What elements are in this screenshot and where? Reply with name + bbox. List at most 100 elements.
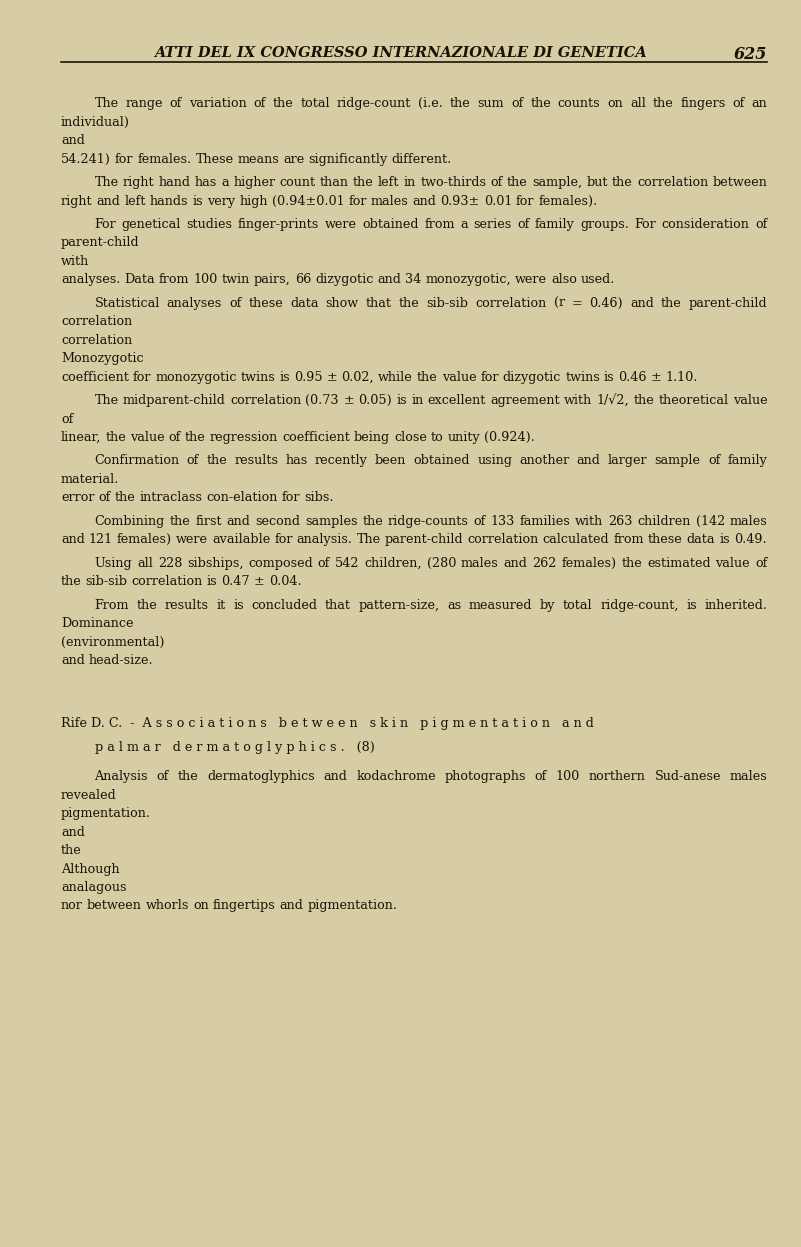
Text: 133: 133 xyxy=(491,515,515,527)
Text: males: males xyxy=(730,771,767,783)
Text: sib-sib: sib-sib xyxy=(86,575,127,589)
Text: (0.924).: (0.924). xyxy=(485,431,535,444)
Text: is: is xyxy=(192,195,203,207)
Text: that: that xyxy=(325,599,351,611)
Text: the: the xyxy=(353,176,374,190)
Text: is: is xyxy=(719,534,730,546)
Text: 100: 100 xyxy=(556,771,580,783)
Text: The: The xyxy=(95,176,119,190)
Text: from: from xyxy=(159,273,189,287)
Text: 0.93±: 0.93± xyxy=(441,195,480,207)
Text: is: is xyxy=(396,394,407,407)
Text: males: males xyxy=(461,556,499,570)
Text: analysis.: analysis. xyxy=(296,534,352,546)
Text: coefficient: coefficient xyxy=(61,370,129,384)
Text: another: another xyxy=(519,454,570,468)
Text: dizygotic: dizygotic xyxy=(315,273,373,287)
Text: that: that xyxy=(366,297,392,309)
Text: males: males xyxy=(371,195,409,207)
Text: calculated: calculated xyxy=(543,534,610,546)
Text: fingertips: fingertips xyxy=(213,899,276,913)
Text: the: the xyxy=(507,176,528,190)
Text: of: of xyxy=(535,771,547,783)
Text: ridge-count,: ridge-count, xyxy=(600,599,678,611)
Text: family: family xyxy=(535,218,574,231)
Text: results: results xyxy=(165,599,209,611)
Text: series: series xyxy=(473,218,512,231)
Text: males: males xyxy=(730,515,767,527)
Text: right: right xyxy=(123,176,155,190)
Text: and: and xyxy=(413,195,437,207)
Text: parent-child: parent-child xyxy=(384,534,464,546)
Text: Analysis: Analysis xyxy=(95,771,148,783)
Text: pairs,: pairs, xyxy=(254,273,291,287)
Text: sibs.: sibs. xyxy=(304,491,334,504)
Text: (environmental): (environmental) xyxy=(61,636,164,648)
Text: used.: used. xyxy=(581,273,615,287)
Text: children,: children, xyxy=(364,556,422,570)
Text: females): females) xyxy=(117,534,172,546)
Text: revealed: revealed xyxy=(61,788,117,802)
Text: composed: composed xyxy=(248,556,313,570)
Text: families: families xyxy=(520,515,570,527)
Text: 54.241): 54.241) xyxy=(61,152,111,166)
Text: is: is xyxy=(686,599,697,611)
Text: significantly: significantly xyxy=(308,152,388,166)
Text: of: of xyxy=(708,454,720,468)
Text: from: from xyxy=(425,218,455,231)
Text: midparent-child: midparent-child xyxy=(123,394,226,407)
Text: and: and xyxy=(577,454,601,468)
Text: sample,: sample, xyxy=(532,176,582,190)
Text: samples: samples xyxy=(305,515,357,527)
Text: a: a xyxy=(221,176,229,190)
Text: family: family xyxy=(727,454,767,468)
Text: 100: 100 xyxy=(193,273,218,287)
Text: but: but xyxy=(586,176,608,190)
Text: is: is xyxy=(280,370,290,384)
Text: and: and xyxy=(377,273,401,287)
Text: parent-child: parent-child xyxy=(61,237,139,249)
Text: correlation: correlation xyxy=(468,534,539,546)
Text: analyses.: analyses. xyxy=(61,273,120,287)
Text: consideration: consideration xyxy=(662,218,750,231)
Text: count: count xyxy=(280,176,316,190)
Text: from: from xyxy=(614,534,644,546)
Text: than: than xyxy=(320,176,349,190)
Text: the: the xyxy=(178,771,199,783)
Text: material.: material. xyxy=(61,473,119,486)
Text: very: very xyxy=(207,195,235,207)
Text: correlation: correlation xyxy=(230,394,301,407)
Text: of: of xyxy=(61,413,73,425)
Text: 121: 121 xyxy=(89,534,113,546)
Text: has: has xyxy=(195,176,217,190)
Text: These: These xyxy=(195,152,234,166)
Text: on: on xyxy=(607,97,623,110)
Text: is: is xyxy=(207,575,218,589)
Text: larger: larger xyxy=(608,454,647,468)
Text: excellent: excellent xyxy=(428,394,486,407)
Text: of: of xyxy=(473,515,486,527)
Text: the: the xyxy=(612,176,633,190)
Text: of: of xyxy=(169,431,181,444)
Text: nor: nor xyxy=(61,899,83,913)
Text: variation: variation xyxy=(189,97,247,110)
Text: sibships,: sibships, xyxy=(187,556,244,570)
Text: a: a xyxy=(460,218,468,231)
Text: 34: 34 xyxy=(405,273,421,287)
Text: value: value xyxy=(130,431,165,444)
Text: of: of xyxy=(732,97,745,110)
Text: of: of xyxy=(99,491,111,504)
Text: in: in xyxy=(411,394,423,407)
Text: as: as xyxy=(447,599,461,611)
Text: regression: regression xyxy=(210,431,278,444)
Text: of: of xyxy=(318,556,330,570)
Text: twins: twins xyxy=(241,370,276,384)
Text: different.: different. xyxy=(392,152,452,166)
Text: coefficient: coefficient xyxy=(282,431,350,444)
Text: inherited.: inherited. xyxy=(704,599,767,611)
Text: in: in xyxy=(404,176,416,190)
Text: the: the xyxy=(661,297,682,309)
Text: and: and xyxy=(324,771,348,783)
Text: these: these xyxy=(248,297,284,309)
Text: Statistical: Statistical xyxy=(95,297,160,309)
